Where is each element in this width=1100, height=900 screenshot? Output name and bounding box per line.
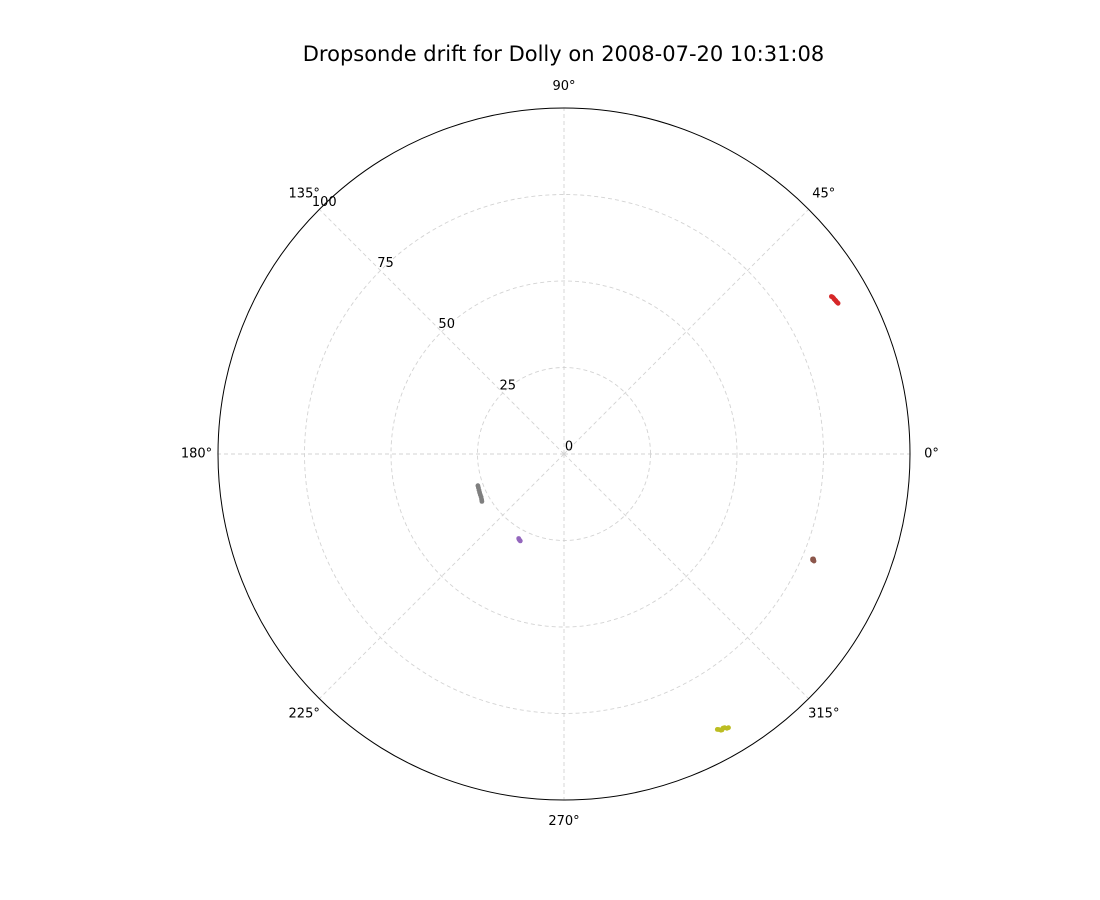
polar-outer-rim — [217, 107, 911, 801]
theta-grid-line — [319, 209, 565, 455]
theta-grid-line — [319, 453, 565, 699]
r-tick-label: 50 — [438, 317, 455, 332]
r-tick-label: 75 — [377, 256, 394, 271]
tick-labels: 0° 45° 90° 135° 180° 225° 270° 315° 0 25 50 75 100 — [181, 79, 939, 829]
polar-grid — [217, 107, 911, 801]
theta-tick-label: 270° — [548, 814, 579, 829]
theta-tick-label: 0° — [924, 447, 939, 462]
theta-tick-label: 315° — [808, 706, 839, 721]
r-tick-label: 25 — [500, 378, 517, 393]
chart-title: Dropsonde drift for Dolly on 2008-07-20 … — [302, 42, 825, 66]
theta-grid-line — [563, 453, 809, 699]
series-2-point — [726, 725, 731, 731]
r-tick-label: 0 — [565, 440, 573, 455]
theta-tick-label: 225° — [289, 706, 320, 721]
series-4-point — [479, 499, 485, 504]
theta-tick-label: 90° — [552, 79, 575, 94]
r-grid-circle — [390, 280, 738, 628]
series-1-point — [811, 557, 816, 563]
series-0-point — [835, 300, 841, 306]
theta-tick-label: 135° — [289, 187, 320, 202]
data-series-layer — [475, 294, 841, 733]
series-3-point — [516, 536, 522, 541]
theta-tick-label: 180° — [181, 447, 212, 462]
theta-grid-line — [563, 209, 809, 455]
theta-tick-label: 45° — [812, 187, 835, 202]
r-tick-label: 100 — [312, 195, 337, 210]
